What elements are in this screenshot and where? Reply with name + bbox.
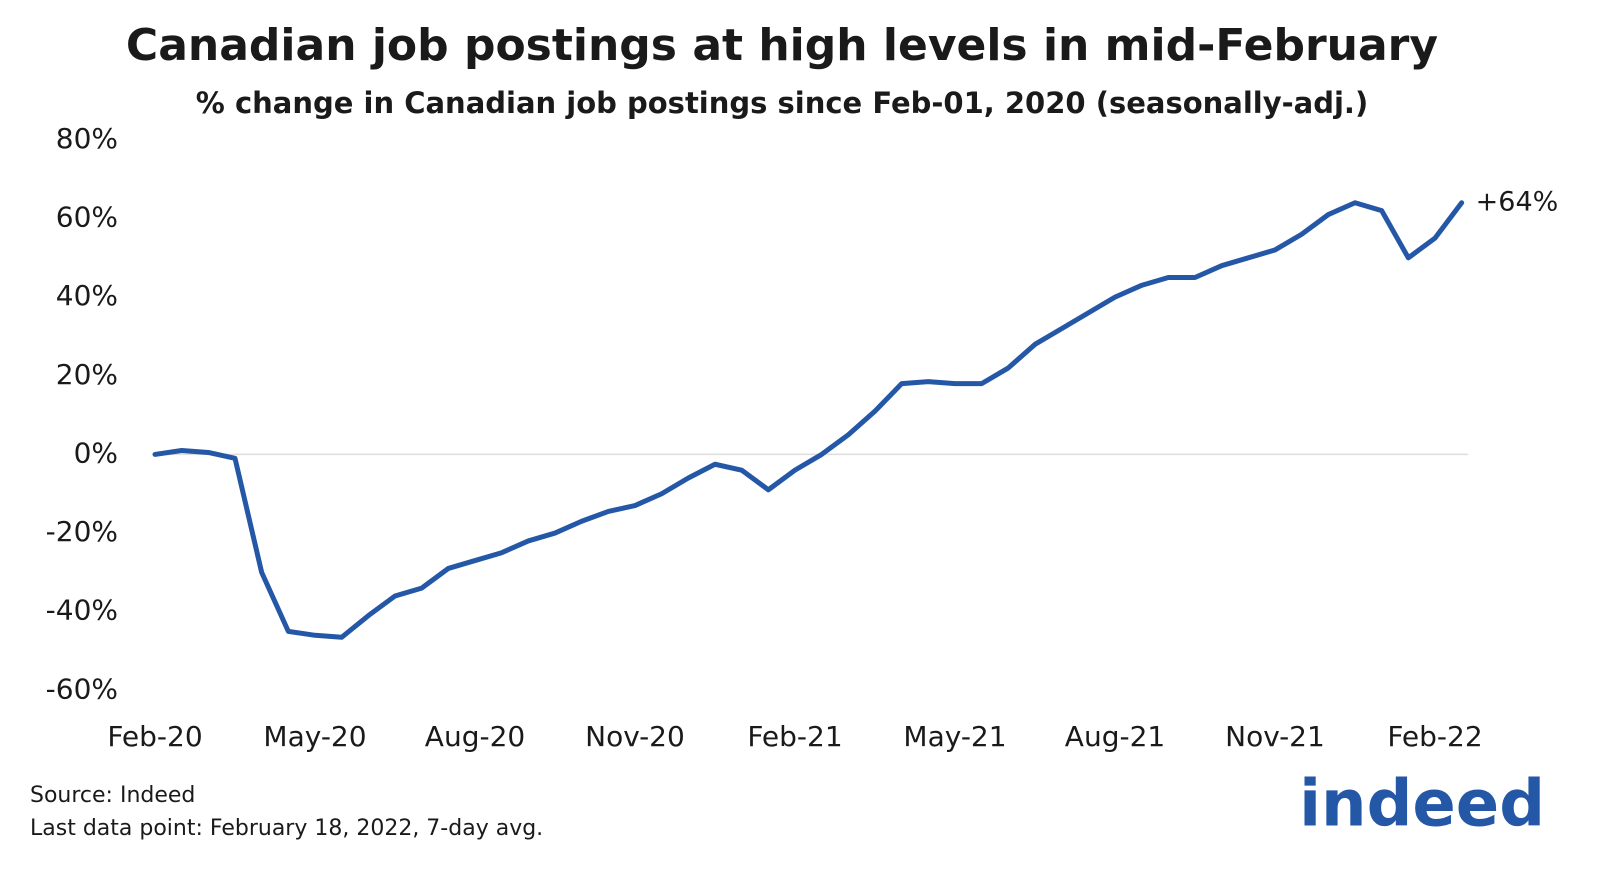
chart-subtitle: % change in Canadian job postings since … — [196, 86, 1368, 120]
y-tick-label: -60% — [46, 672, 118, 705]
x-tick-label: May-21 — [903, 720, 1006, 753]
x-tick-label: Feb-21 — [747, 720, 842, 753]
source: Source: Indeed — [30, 783, 195, 808]
y-tick-label: 60% — [56, 201, 118, 234]
x-tick-label: Nov-21 — [1225, 720, 1325, 753]
chart-title: Canadian job postings at high levels in … — [126, 20, 1438, 71]
y-tick-label: 20% — [56, 358, 118, 391]
x-tick-label: May-20 — [263, 720, 366, 753]
x-tick-label: Aug-21 — [1065, 720, 1165, 753]
x-tick-label: Feb-20 — [107, 720, 202, 753]
y-tick-label: -20% — [46, 515, 118, 548]
logo: indeed — [1299, 768, 1545, 842]
x-tick-label: Nov-20 — [585, 720, 685, 753]
y-tick-label: 80% — [56, 122, 118, 155]
y-tick-label: 0% — [74, 436, 118, 469]
note: Last data point: February 18, 2022, 7-da… — [30, 816, 543, 841]
y-tick-label: 40% — [56, 279, 118, 312]
x-tick-label: Aug-20 — [425, 720, 525, 753]
x-tick-label: Feb-22 — [1387, 720, 1482, 753]
end-label: +64% — [1476, 186, 1559, 217]
y-tick-label: -40% — [46, 594, 118, 627]
line — [152, 200, 1465, 640]
